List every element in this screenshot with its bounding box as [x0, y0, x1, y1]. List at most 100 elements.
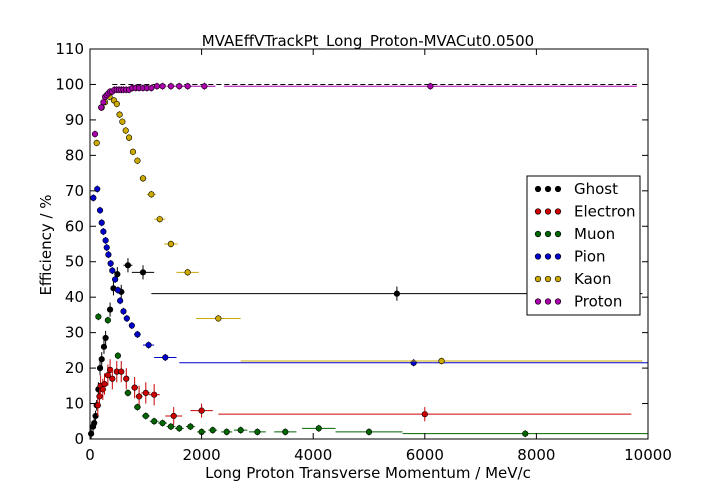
legend-marker [544, 185, 552, 193]
marker [100, 228, 107, 235]
data-point-ghost [110, 281, 117, 296]
data-point-pion [102, 236, 109, 244]
y-tick-label: 40 [65, 288, 84, 306]
marker [102, 334, 109, 342]
data-point-pion [112, 275, 119, 283]
data-point-electron [123, 368, 130, 390]
data-point-kaon [93, 139, 100, 147]
data-point-electron [131, 376, 138, 399]
data-point-proton [100, 98, 107, 106]
data-point-muon [185, 423, 195, 431]
data-point-muon [124, 389, 132, 397]
data-point-electron [148, 384, 160, 406]
marker [223, 428, 230, 436]
marker [142, 389, 149, 397]
legend-entry-kaon: Kaon [534, 270, 611, 288]
marker [123, 375, 130, 382]
legend-entry-muon: Muon [534, 225, 615, 243]
legend-marker [554, 253, 562, 260]
legend-marker [534, 298, 542, 305]
marker [120, 308, 127, 315]
marker [170, 412, 177, 420]
data-point-pion [123, 314, 130, 322]
marker [109, 267, 116, 274]
x-axis-label: Long Proton Transverse Momentum / MeV/c [205, 464, 531, 482]
marker [118, 368, 125, 375]
y-tick-label: 50 [65, 253, 84, 271]
marker [522, 430, 529, 437]
marker [167, 240, 175, 248]
data-point-muon [134, 403, 141, 411]
legend-label: Ghost [574, 180, 618, 198]
data-point-pion [128, 322, 135, 330]
legend-entry-electron: Electron [534, 203, 636, 221]
marker [123, 315, 130, 322]
data-point-electron [190, 403, 213, 418]
marker [91, 419, 98, 427]
data-point-electron [118, 361, 125, 383]
legend-marker [554, 298, 562, 305]
data-point-muon [233, 426, 248, 434]
marker [201, 83, 208, 90]
data-point-muon [302, 424, 336, 432]
y-tick-label: 90 [65, 111, 84, 129]
data-point-pion [143, 341, 155, 349]
y-tick-label: 100 [55, 75, 84, 93]
marker [128, 322, 135, 329]
data-point-muon [95, 313, 102, 321]
x-tick-label: 10000 [624, 446, 672, 464]
data-point-pion [90, 194, 97, 202]
data-point-electron [141, 382, 151, 404]
data-point-pion [107, 259, 114, 268]
y-tick-label: 110 [55, 40, 84, 58]
legend-marker [554, 208, 562, 215]
marker [106, 366, 114, 373]
marker [365, 428, 373, 436]
marker [98, 356, 105, 363]
plot-area [88, 48, 649, 440]
data-point-pion [154, 353, 177, 361]
data-point-pion [100, 228, 107, 236]
data-point-muon [174, 424, 184, 432]
marker [114, 286, 121, 294]
marker [198, 407, 205, 414]
data-point-pion [114, 286, 121, 294]
data-point-kaon [116, 111, 123, 119]
legend-label: Muon [574, 225, 615, 243]
data-point-kaon [139, 174, 147, 182]
legend-entry-ghost: Ghost [534, 180, 618, 198]
marker [113, 100, 120, 108]
marker [114, 271, 121, 278]
y-axis-label: Efficiency / % [37, 194, 55, 295]
y-tick-label: 20 [65, 359, 84, 377]
data-point-muon [208, 426, 218, 434]
data-point-muon [104, 316, 111, 324]
marker [96, 393, 103, 400]
data-point-kaon [122, 127, 129, 135]
marker [237, 427, 244, 434]
data-point-muon [114, 352, 121, 360]
data-point-electron [135, 385, 143, 408]
data-point-proton [223, 82, 637, 90]
data-point-muon [402, 430, 648, 438]
legend-marker [534, 208, 542, 215]
y-tick-label: 80 [65, 146, 84, 164]
data-point-electron [218, 407, 632, 422]
legend-marker [544, 253, 552, 260]
plot-frame [89, 48, 649, 440]
marker [116, 111, 123, 118]
data-point-ghost [92, 410, 99, 422]
marker [129, 148, 137, 155]
marker [145, 341, 152, 349]
marker [156, 216, 163, 223]
legend-label: Pion [574, 248, 606, 266]
legend-entry-pion: Pion [534, 248, 606, 266]
data-point-proton [193, 82, 216, 90]
data-point-muon [221, 428, 233, 436]
marker [159, 83, 166, 90]
data-point-muon [141, 412, 150, 420]
legend-marker [544, 298, 552, 305]
data-point-pion [96, 206, 104, 214]
data-point-muon [274, 428, 297, 436]
